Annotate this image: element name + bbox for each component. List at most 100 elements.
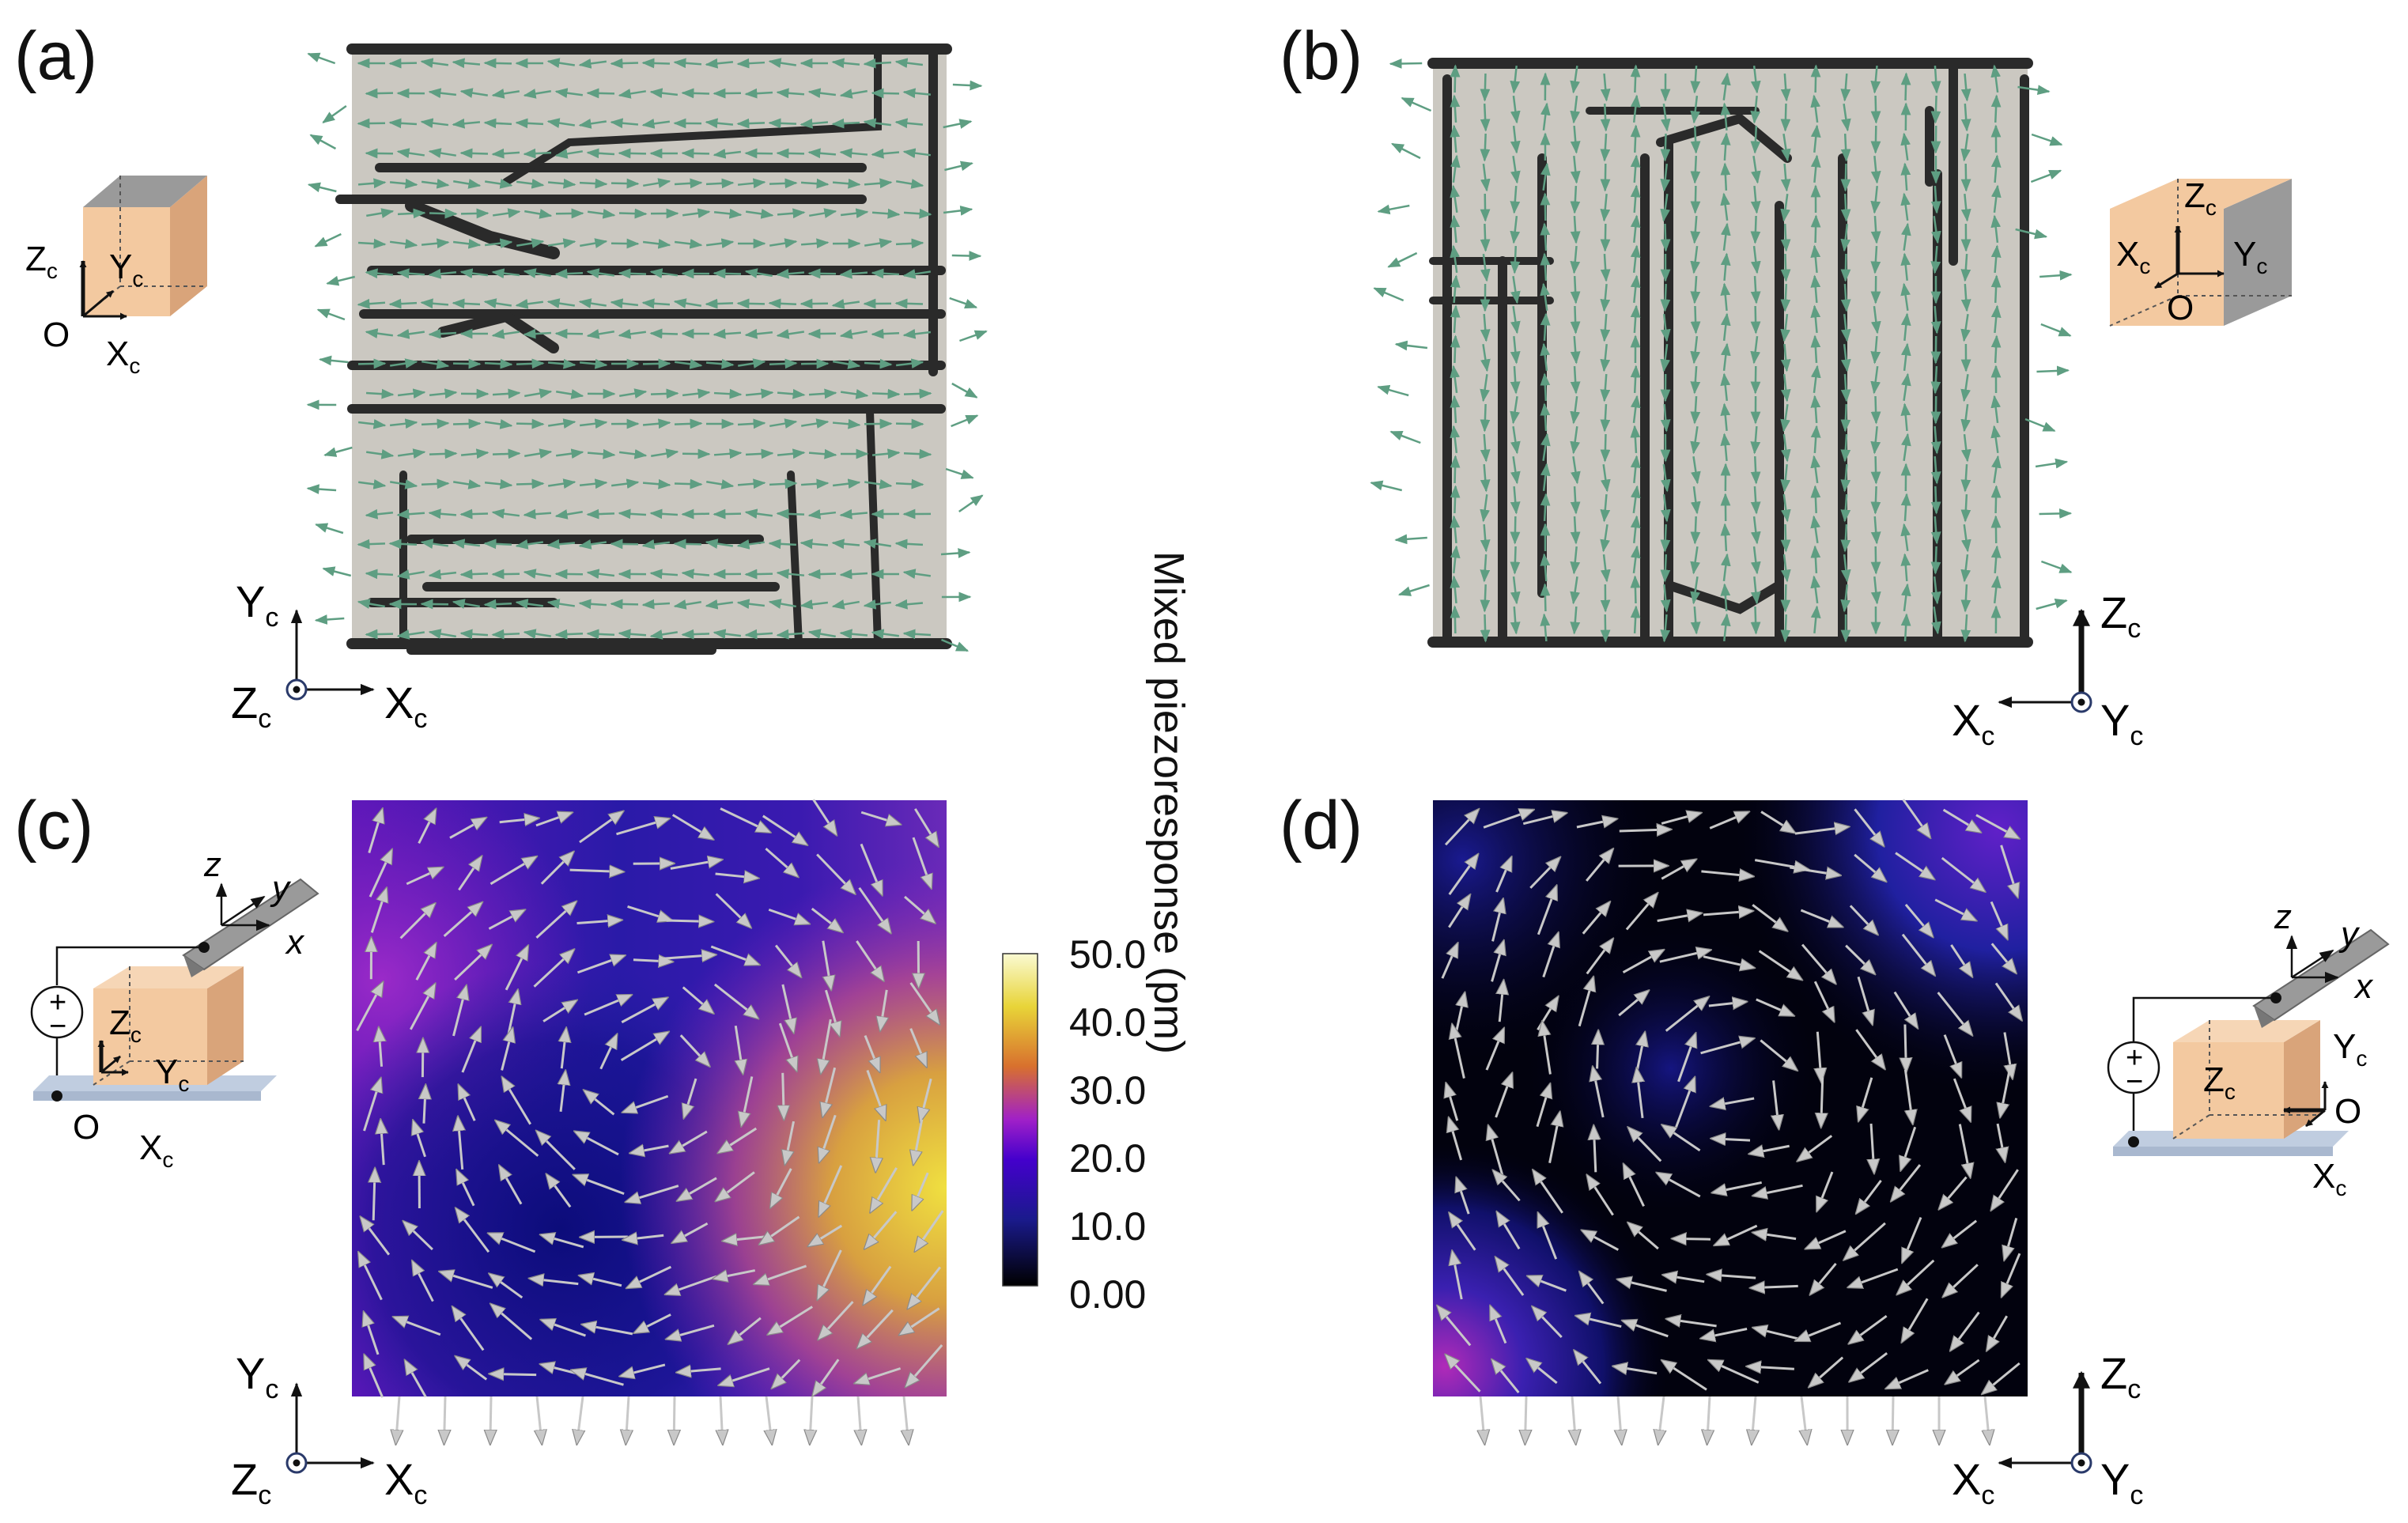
- vector-arrow: [576, 920, 622, 923]
- vector-arrow: [1751, 1286, 1798, 1287]
- vector-arrow: [537, 1396, 542, 1444]
- vector-arrow: [720, 1396, 723, 1444]
- svg-text:Zc: Zc: [231, 1454, 271, 1510]
- polarization-arrow: [1450, 244, 1461, 274]
- vector-arrow: [457, 1170, 475, 1207]
- afm-setup-c: [30, 878, 319, 1102]
- polarization-arrow: [768, 599, 796, 609]
- polarization-arrow: [459, 268, 489, 279]
- polarization-arrow: [357, 298, 386, 309]
- vector-arrow: [1593, 1126, 1595, 1173]
- vector-arrow: [616, 818, 669, 836]
- vector-arrow: [674, 1396, 675, 1444]
- vector-arrow: [1495, 1073, 1512, 1118]
- polarization-arrow: [1870, 125, 1881, 154]
- vector-arrow: [456, 1208, 490, 1253]
- vector-arrow: [728, 1317, 762, 1344]
- polarization-arrow: [1450, 184, 1460, 214]
- polarization-arrow: [516, 358, 545, 369]
- polarization-arrow: [2024, 418, 2056, 433]
- polarization-arrow: [839, 629, 868, 640]
- polarization-arrow: [307, 182, 337, 193]
- polarization-arrow: [744, 268, 773, 278]
- vector-arrow: [1712, 1181, 1762, 1192]
- polarization-arrow: [713, 148, 742, 159]
- polarization-arrow: [706, 479, 735, 489]
- vector-arrow: [1701, 1328, 1748, 1339]
- polarization-arrow: [1990, 395, 2002, 424]
- polarization-arrow: [1540, 493, 1551, 522]
- vector-arrow: [373, 1169, 375, 1221]
- polarization-arrow: [650, 388, 679, 399]
- vector-arrow: [1661, 1360, 1707, 1391]
- svg-text:Zc: Zc: [25, 240, 58, 283]
- vector-arrow: [860, 843, 883, 894]
- polarization-arrow: [736, 539, 765, 550]
- polarization-arrow: [1510, 185, 1521, 214]
- vector-arrow: [1491, 899, 1503, 942]
- polarization-arrow: [894, 599, 924, 610]
- colorbar-tick-20: 20.0: [1069, 1136, 1147, 1181]
- polarization-arrow: [523, 569, 551, 579]
- polarization-arrow: [1394, 340, 1428, 351]
- vector-arrow: [1756, 998, 1794, 1016]
- polarization-arrow: [1630, 545, 1641, 574]
- vector-arrow: [783, 1072, 784, 1120]
- colorbar-tick-30: 30.0: [1069, 1068, 1147, 1113]
- vector-arrow: [461, 1027, 482, 1073]
- polarization-arrow: [807, 508, 837, 520]
- vector-arrow: [396, 1396, 399, 1444]
- polarization-arrow: [1900, 583, 1911, 612]
- polarization-arrow: [1600, 133, 1611, 162]
- vector-arrow: [818, 1301, 854, 1340]
- polarization-arrow: [1690, 425, 1700, 455]
- polarization-arrow: [1690, 245, 1701, 274]
- polarization-arrow: [1373, 287, 1404, 302]
- polarization-arrow: [1750, 425, 1761, 455]
- polarization-arrow: [459, 629, 489, 640]
- vector-arrow: [1805, 1230, 1847, 1249]
- polarization-arrow: [365, 629, 394, 640]
- polarization-arrow: [745, 388, 774, 399]
- polarization-arrow: [1570, 125, 1581, 154]
- vector-arrow: [1538, 1213, 1558, 1260]
- polarization-arrow: [1900, 72, 1911, 101]
- polarization-arrow: [1840, 403, 1851, 433]
- polarization-arrow: [1480, 463, 1491, 493]
- polarization-arrow: [681, 629, 710, 640]
- vector-arrow: [768, 908, 809, 924]
- polarization-arrow: [1450, 605, 1461, 634]
- polarization-arrow: [807, 148, 837, 159]
- vector-arrow: [1747, 1366, 1794, 1369]
- polarization-arrow: [1900, 493, 1911, 522]
- vector-arrow: [666, 920, 713, 921]
- polarization-arrow: [839, 148, 868, 159]
- polarization-arrow: [1900, 162, 1911, 191]
- polarization-arrow: [1690, 576, 1700, 605]
- polarization-arrow: [776, 569, 805, 580]
- vector-arrow: [1760, 811, 1795, 833]
- vector-arrow: [1449, 1118, 1463, 1161]
- vector-arrow: [1495, 1257, 1525, 1296]
- polarization-arrow: [483, 118, 512, 129]
- polarization-arrow: [357, 358, 387, 369]
- vector-arrow: [1483, 810, 1533, 829]
- panel-label-d: (d): [1280, 788, 1363, 864]
- vector-arrow: [1444, 810, 1479, 846]
- polarization-arrow: [1480, 133, 1491, 162]
- polarization-arrow: [586, 508, 615, 520]
- vector-arrow: [361, 1217, 391, 1256]
- polarization-arrow: [1900, 553, 1911, 582]
- vector-arrow: [912, 837, 932, 888]
- vector-arrow: [864, 1265, 892, 1305]
- panel-d-piezoresponse-map: [1433, 799, 2028, 1444]
- polarization-arrow: [1720, 102, 1731, 131]
- polarization-arrow: [579, 478, 608, 489]
- polarization-arrow: [1570, 425, 1580, 455]
- vector-arrow: [1950, 1311, 1980, 1351]
- polarization-arrow: [1480, 193, 1491, 222]
- vector-arrow: [1537, 886, 1556, 935]
- polarization-arrow: [421, 478, 450, 489]
- polarization-arrow: [396, 508, 425, 520]
- polarization-arrow: [951, 251, 982, 261]
